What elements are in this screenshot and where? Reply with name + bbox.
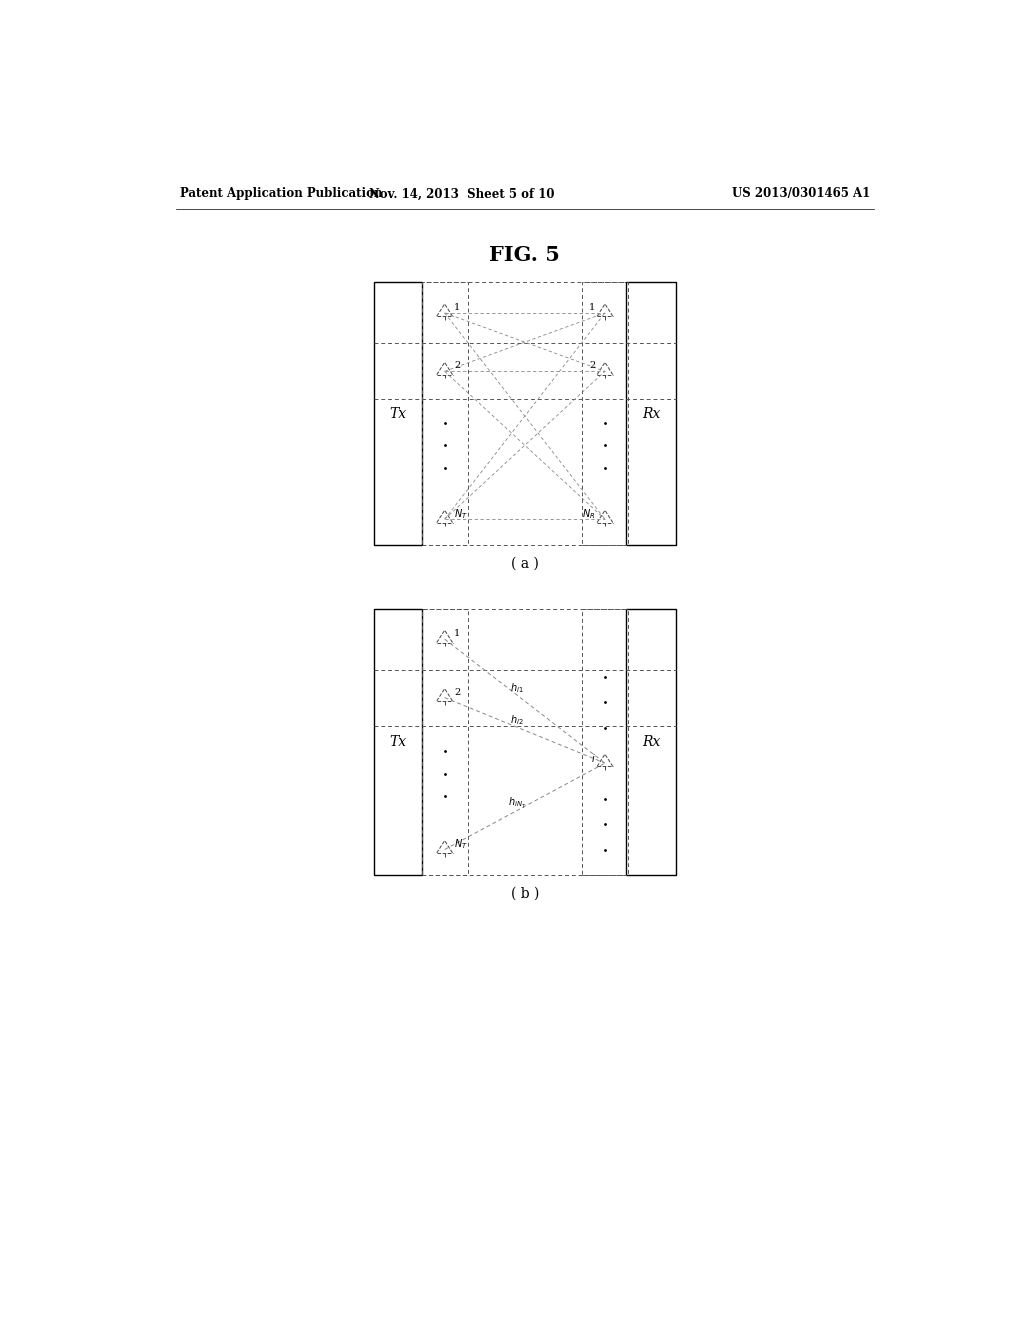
Text: Patent Application Publication: Patent Application Publication	[179, 187, 382, 201]
Text: 2: 2	[455, 362, 461, 370]
Bar	[627, 609, 676, 875]
Text: 2: 2	[455, 688, 461, 697]
Bar	[582, 609, 628, 875]
Bar	[422, 609, 468, 875]
Bar	[374, 282, 422, 545]
Text: $N_R$: $N_R$	[582, 507, 595, 520]
Text: Tx: Tx	[389, 735, 407, 748]
Text: $h_{i2}$: $h_{i2}$	[510, 713, 523, 727]
Text: $i$: $i$	[591, 751, 595, 763]
Text: ( b ): ( b )	[511, 887, 539, 902]
Text: US 2013/0301465 A1: US 2013/0301465 A1	[732, 187, 870, 201]
Text: 2: 2	[589, 362, 595, 370]
Text: Tx: Tx	[389, 407, 407, 421]
Text: Nov. 14, 2013  Sheet 5 of 10: Nov. 14, 2013 Sheet 5 of 10	[369, 187, 554, 201]
Text: Rx: Rx	[642, 735, 660, 748]
Text: 1: 1	[455, 302, 461, 312]
Text: Rx: Rx	[642, 407, 660, 421]
Bar	[627, 282, 676, 545]
Text: $N_T$: $N_T$	[455, 837, 468, 851]
Text: $h_{iN_T}$: $h_{iN_T}$	[508, 796, 526, 810]
Text: $N_T$: $N_T$	[455, 507, 468, 520]
Text: 1: 1	[589, 302, 595, 312]
Bar	[422, 282, 468, 545]
Text: FIG. 5: FIG. 5	[489, 246, 560, 265]
Text: 1: 1	[455, 630, 461, 638]
Text: ( a ): ( a )	[511, 557, 539, 570]
Bar	[374, 282, 676, 545]
Bar	[582, 282, 628, 545]
Bar	[374, 609, 676, 875]
Text: $h_{i1}$: $h_{i1}$	[510, 681, 523, 694]
Bar	[374, 609, 422, 875]
